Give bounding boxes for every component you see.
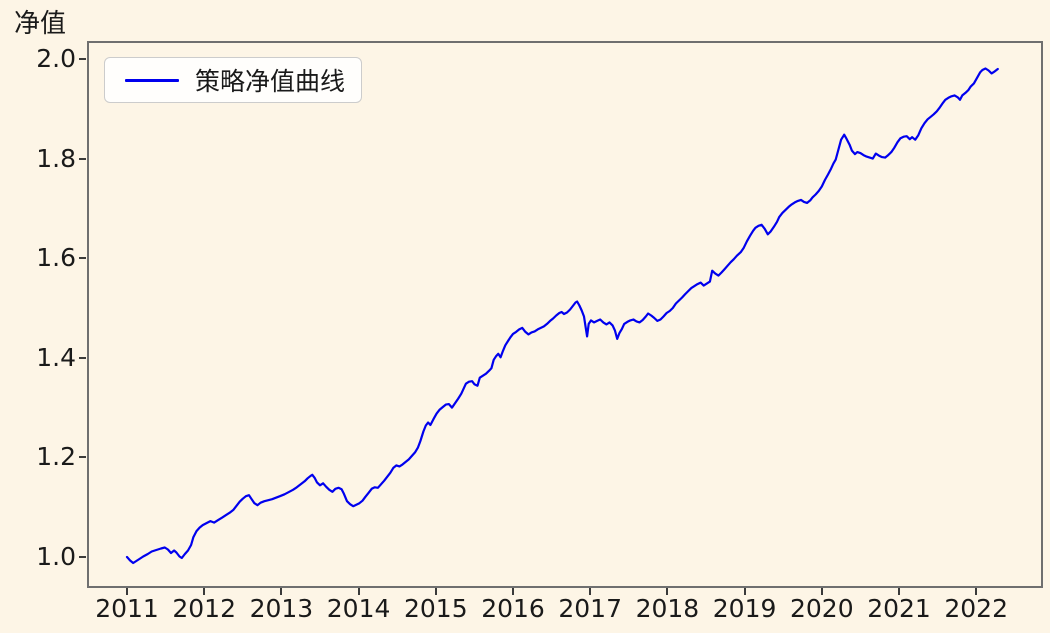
x-tick-label: 2012: [172, 594, 236, 623]
y-tick-mark: [79, 257, 86, 260]
x-tick-label: 2013: [249, 594, 314, 623]
y-tick-label: 1.6: [36, 243, 76, 273]
x-tick-mark: [203, 588, 206, 595]
x-tick-label: 2019: [712, 594, 777, 623]
y-tick-mark: [79, 556, 86, 558]
x-tick-mark: [280, 588, 283, 595]
x-tick-label: 2020: [789, 594, 854, 623]
y-tick-label: 1.2: [36, 442, 76, 472]
x-tick-label: 2016: [481, 594, 545, 623]
y-tick-label: 2.0: [36, 44, 76, 73]
x-tick-label: 2021: [867, 594, 931, 623]
x-tick-mark: [357, 588, 360, 595]
x-tick-mark: [126, 588, 128, 595]
line-series: [125, 67, 999, 565]
y-tick-label: 1.8: [36, 143, 76, 173]
x-tick-mark: [512, 588, 514, 595]
legend-label: 策略净值曲线: [195, 67, 346, 96]
x-tick-label: 2014: [326, 594, 391, 623]
legend-line-sample: [125, 78, 179, 82]
y-tick-mark: [79, 356, 86, 359]
x-tick-label: 2017: [558, 594, 622, 623]
y-tick-mark: [79, 456, 86, 459]
x-tick-label: 2015: [403, 594, 468, 623]
legend: 策略净值曲线: [104, 57, 363, 103]
x-tick-mark: [743, 588, 746, 595]
x-tick-mark: [666, 588, 669, 595]
x-tick-mark: [820, 588, 823, 595]
y-tick-label: 1.0: [36, 542, 76, 571]
y-tick-mark: [79, 157, 86, 160]
x-tick-mark: [898, 588, 900, 595]
x-tick-label: 2022: [944, 594, 1008, 623]
x-tick-label: 2011: [95, 594, 159, 623]
y-tick-mark: [79, 58, 86, 60]
x-tick-mark: [434, 588, 437, 595]
y-axis-title: 净值: [14, 9, 67, 39]
y-tick-label: 1.4: [36, 342, 76, 372]
strategy-net-value-curve: [125, 67, 999, 565]
x-tick-mark: [589, 588, 592, 595]
plot-area: 策略净值曲线: [87, 41, 1043, 588]
x-tick-label: 2018: [635, 594, 700, 623]
x-tick-mark: [975, 588, 978, 595]
